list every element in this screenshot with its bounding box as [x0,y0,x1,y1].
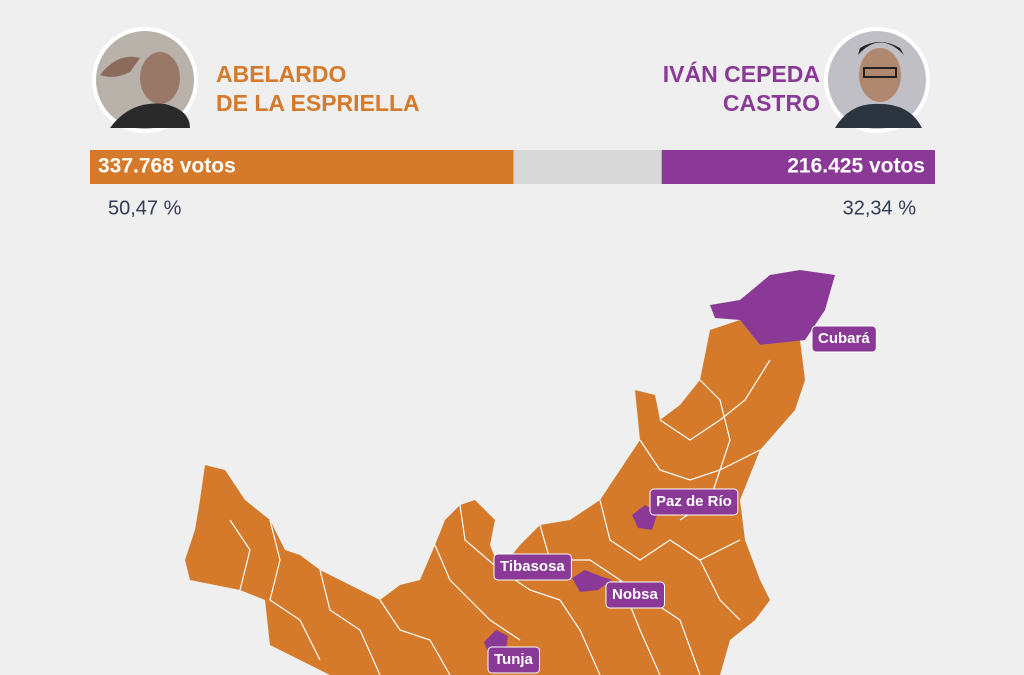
label-box [811,325,877,353]
map-label: Cubará [811,325,877,353]
label-box [493,553,572,581]
candidate-name: IVÁN CEPEDA [663,60,820,87]
label-text: Tibasosa [500,558,565,575]
votes-label: 216.425 votos [787,155,925,178]
map-label: Nobsa [605,581,665,609]
votes-label: 337.768 votos [98,155,236,178]
map-label: Paz de Río [649,488,739,516]
region-purple [572,570,612,592]
region-purple [710,270,835,345]
label-box [605,581,665,609]
portrait-left [92,27,198,133]
percent-label: 32,34 % [843,197,917,219]
bar-segment [90,150,514,184]
label-text: Nobsa [612,586,659,603]
candidate-name: CASTRO [723,90,820,116]
label-text: Cubará [818,330,870,347]
percent-label: 50,47 % [108,197,182,219]
map: Cubará Paz de Río Tibasosa Nobsa Tunja [185,270,877,675]
candidate-name: DE LA ESPRIELLA [216,90,420,116]
vote-bar: 337.768 votos 216.425 votos [90,150,935,184]
label-text: Paz de Río [656,493,732,510]
map-label: Tunja [487,646,541,674]
label-box [649,488,739,516]
bar-segment [661,150,935,184]
map-label: Tibasosa [493,553,572,581]
portrait-right [824,27,930,133]
label-text: Tunja [494,651,534,668]
label-box [487,646,541,674]
candidate-name: ABELARDO [216,61,346,87]
